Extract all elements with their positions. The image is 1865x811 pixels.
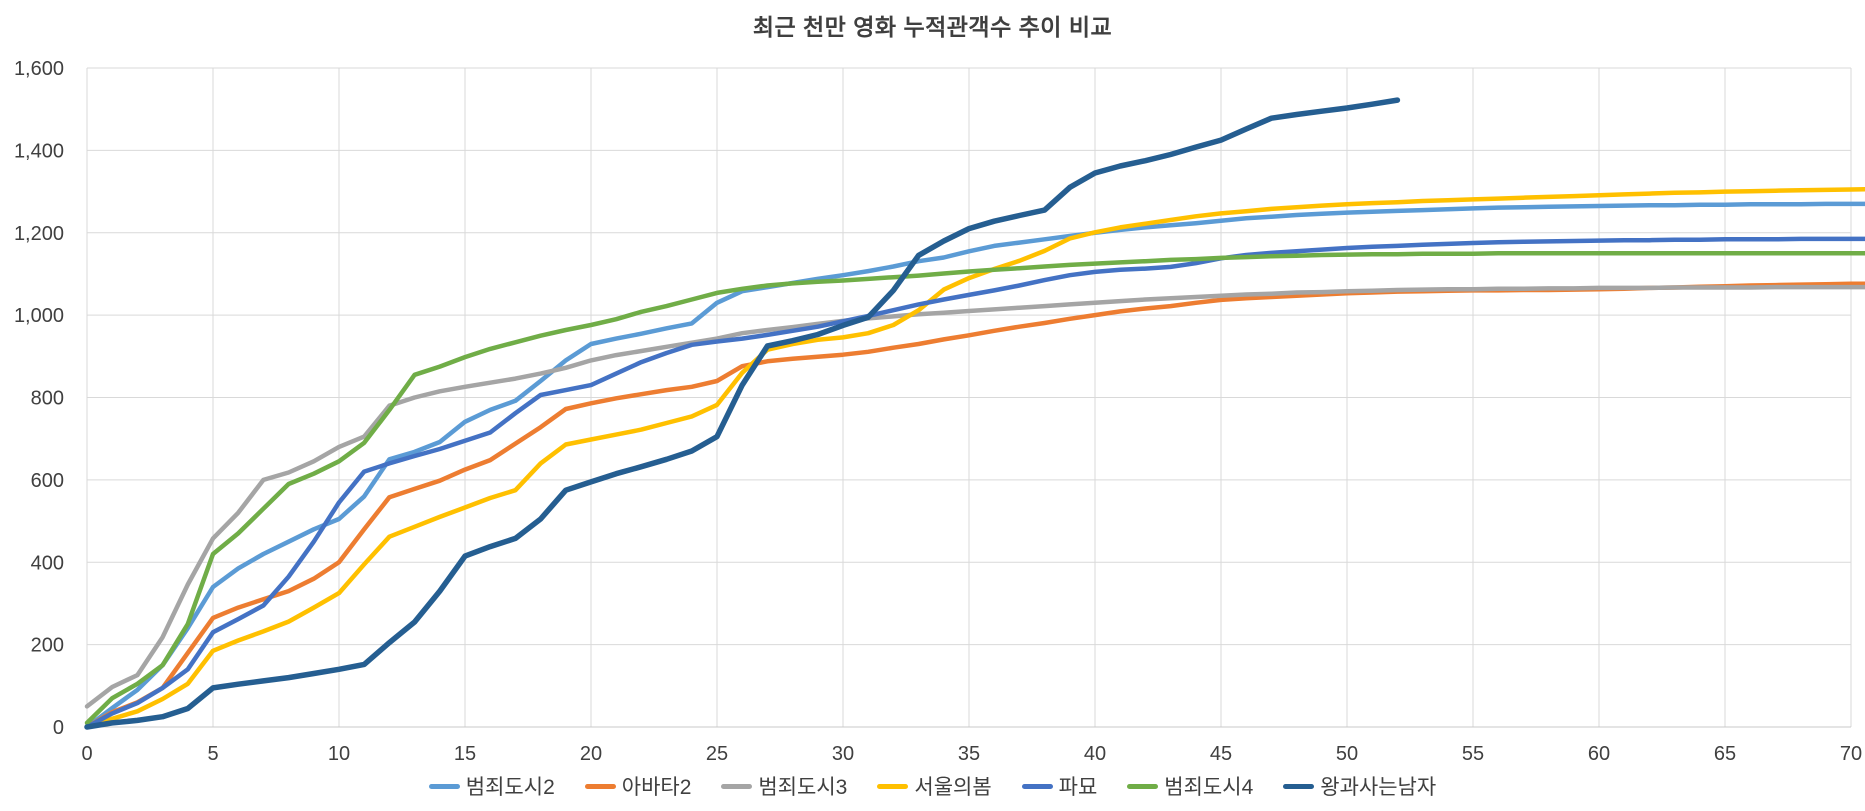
- x-tick-label: 25: [706, 743, 728, 765]
- x-tick-label: 15: [454, 743, 476, 765]
- legend-item: 범죄도시2: [428, 771, 555, 801]
- legend-item: 왕과사는남자: [1283, 771, 1436, 801]
- x-tick-label: 70: [1840, 743, 1862, 765]
- y-tick-label: 1,000: [14, 305, 64, 327]
- x-tick-label: 5: [207, 743, 218, 765]
- legend-label: 범죄도시3: [758, 776, 848, 799]
- legend-line-marker-icon: [1283, 783, 1315, 789]
- y-tick-label: 1,200: [14, 223, 64, 245]
- series-line-6: [84, 251, 1865, 726]
- series-line-4: [84, 187, 1865, 730]
- legend-line-marker-icon: [1021, 783, 1053, 789]
- y-tick-label: 200: [31, 635, 64, 657]
- legend-item: 아바타2: [584, 771, 692, 801]
- x-tick-label: 0: [81, 743, 92, 765]
- x-tick-label: 65: [1714, 743, 1736, 765]
- x-tick-label: 60: [1588, 743, 1610, 765]
- legend-line-marker-icon: [877, 783, 909, 789]
- x-tick-label: 40: [1084, 743, 1106, 765]
- x-tick-label: 30: [832, 743, 854, 765]
- legend-item: 범죄도시3: [721, 771, 847, 801]
- legend-label: 범죄도시2: [465, 776, 555, 799]
- y-tick-label: 1,600: [14, 58, 64, 80]
- legend-item: 범죄도시4: [1127, 771, 1253, 801]
- x-tick-label: 45: [1210, 743, 1232, 765]
- series-line-3: [84, 284, 1865, 709]
- legend-item: 파묘: [1021, 771, 1098, 801]
- legend-line-marker-icon: [721, 783, 753, 789]
- chart-title: 최근 천만 영화 누적관객수 추이 비교: [752, 14, 1113, 40]
- x-tick-label: 10: [328, 743, 350, 765]
- legend-label: 파묘: [1058, 776, 1098, 799]
- y-tick-label: 800: [31, 388, 64, 410]
- x-tick-label: 50: [1336, 743, 1358, 765]
- series-line-1: [84, 201, 1865, 730]
- y-tick-label: 0: [53, 717, 64, 739]
- chart-legend: 범죄도시2 아바타2 범죄도시3 서울의봄 파묘 범죄도시4 왕과사는남자: [0, 771, 1865, 801]
- legend-line-marker-icon: [428, 783, 460, 789]
- legend-label: 왕과사는남자: [1320, 776, 1437, 799]
- y-tick-label: 1,400: [14, 140, 64, 162]
- legend-line-marker-icon: [584, 783, 616, 789]
- legend-label: 아바타2: [621, 776, 692, 799]
- series-line-5: [84, 236, 1865, 730]
- series-line-7: [84, 97, 1401, 730]
- y-tick-label: 600: [31, 470, 64, 492]
- legend-label: 서울의봄: [914, 776, 992, 799]
- x-tick-label: 35: [958, 743, 980, 765]
- legend-item: 서울의봄: [877, 771, 992, 801]
- x-tick-label: 55: [1462, 743, 1484, 765]
- x-tick-label: 20: [580, 743, 602, 765]
- y-tick-label: 400: [31, 552, 64, 574]
- legend-line-marker-icon: [1127, 783, 1159, 789]
- legend-label: 범죄도시4: [1164, 776, 1254, 799]
